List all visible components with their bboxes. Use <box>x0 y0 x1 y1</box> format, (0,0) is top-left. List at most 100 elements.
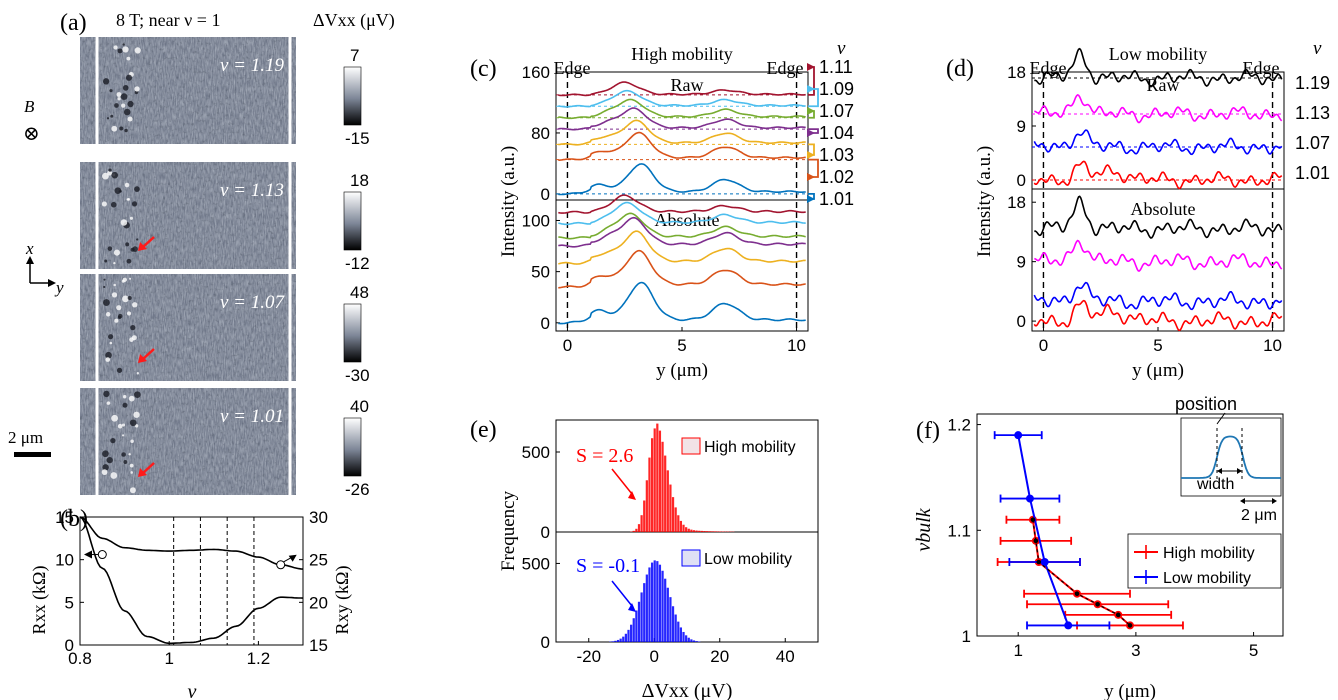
edge-speckle <box>102 299 110 306</box>
map-2: ν = 1.13 18 -12 <box>80 162 370 273</box>
raw-profile-1.07 <box>558 98 806 120</box>
histogram-bar <box>611 641 614 642</box>
map-dark-spots <box>80 37 296 144</box>
edge-speckle <box>111 171 119 179</box>
histogram-bar <box>690 529 693 532</box>
edge-label-right: Edge <box>767 58 804 78</box>
edge-speckle <box>114 187 122 194</box>
histogram-bar <box>679 627 683 642</box>
raw-profile-1.07 <box>1033 129 1283 156</box>
skew-arrow <box>611 580 633 607</box>
absolute-subtitle: Absolute <box>655 210 720 230</box>
colorbar-max: 40 <box>350 397 369 416</box>
edge-speckle <box>120 93 128 100</box>
absolute-profile-1.07 <box>1033 281 1283 311</box>
y-tick-label: 500 <box>522 554 550 573</box>
histogram-bar <box>648 457 651 532</box>
x-tick-label: 0 <box>650 647 659 666</box>
red-arrow-icon <box>142 348 155 360</box>
raw-profile-1.01 <box>558 163 806 196</box>
edge-speckle <box>134 186 140 193</box>
absolute-profile-1.04 <box>558 216 806 248</box>
edge-speckle <box>126 56 131 61</box>
y-tick-label: 1.2 <box>947 416 971 435</box>
raw-profile-1.04 <box>558 107 806 131</box>
edge-speckle <box>132 302 138 308</box>
histogram-bar <box>645 480 648 532</box>
panel-label-f: (f) <box>916 418 940 444</box>
x-tick-label: 20 <box>710 647 729 666</box>
x-axis-label: ΔVxx (μV) <box>642 680 733 700</box>
histogram-bar <box>656 423 659 532</box>
histogram-bar <box>616 639 620 642</box>
inset-scale-label: 2 μm <box>1241 507 1277 524</box>
legend-label-1.03: 1.03 <box>819 145 854 165</box>
legend-arrow-icon <box>807 63 815 71</box>
colorbar <box>343 417 362 477</box>
raw-profile-1.11 <box>558 81 806 97</box>
edge-speckle <box>102 172 109 180</box>
edge-speckle <box>127 296 132 301</box>
edge-speckle <box>117 97 121 101</box>
histogram-bar <box>653 428 656 532</box>
edge-label-left: Edge <box>553 58 590 78</box>
histogram-bar <box>630 624 633 642</box>
inset-width-arrow-icon <box>1217 468 1242 474</box>
edge-speckle <box>128 395 135 402</box>
legend-swatch <box>681 549 701 567</box>
panel-a-title: 8 T; near ν = 1 <box>116 10 220 30</box>
legend-label-1.01: 1.01 <box>819 189 854 209</box>
scalebar-label: 2 μm <box>8 428 43 447</box>
edge-speckle <box>134 86 140 92</box>
histogram-bar <box>685 635 688 642</box>
y-tick-label: 0 <box>541 523 550 542</box>
edge-speckle <box>126 311 132 316</box>
legend-title: ν <box>837 38 846 59</box>
histogram-bar <box>687 637 690 642</box>
map-dark-spots <box>80 274 296 381</box>
y-tick-label: 0 <box>541 314 550 333</box>
raw-profile-1.13 <box>1034 93 1283 124</box>
edge-speckle <box>113 249 121 256</box>
edge-speckle <box>111 292 118 298</box>
raw-profile-1.02 <box>558 131 806 161</box>
legend-label-1.11: 1.11 <box>819 57 853 77</box>
edge-speckle <box>122 295 129 303</box>
histogram-bar <box>695 530 698 532</box>
edge-speckle <box>129 419 137 427</box>
edge-speckle <box>116 367 123 373</box>
histogram-bar <box>627 629 630 642</box>
histogram-bar <box>622 636 625 642</box>
edge-speckle <box>122 46 129 53</box>
filling-factor-label: ν = 1.01 <box>220 406 284 427</box>
panel-label-e: (e) <box>470 417 497 443</box>
edge-speckle <box>108 168 112 172</box>
series-line-1 <box>1017 434 1070 626</box>
x-tick-label: 5 <box>1153 336 1162 355</box>
y-axis-label-right: Rxy (kΩ) <box>332 566 353 635</box>
edge-speckle <box>121 103 126 108</box>
histogram-bar <box>650 438 654 532</box>
panel-label-a: (a) <box>60 10 87 36</box>
edge-speckle <box>106 401 111 405</box>
histogram-bar <box>690 639 693 642</box>
y-axis-label: Intensity (a.u.) <box>974 146 995 257</box>
rxx-curve <box>79 516 304 645</box>
edge-speckle <box>103 390 110 398</box>
x-tick-label: 0 <box>563 336 572 355</box>
histogram-bar <box>640 515 643 532</box>
colorbar-min: -15 <box>345 129 370 148</box>
absolute-profile-1.19 <box>1034 195 1283 239</box>
legend-label-1.04: 1.04 <box>819 123 854 143</box>
y-tick-label: 9 <box>1017 117 1026 136</box>
histogram-bar <box>640 592 643 642</box>
x-tick-label: 0.8 <box>68 649 92 668</box>
edge-speckle <box>116 305 122 311</box>
y-tick-label-right: 20 <box>309 593 328 612</box>
map-4: ν = 1.01 40 -26 <box>80 388 370 499</box>
x-tick-label: 40 <box>776 647 795 666</box>
colorbar-unit-label: ΔVxx (μV) <box>313 10 395 31</box>
legend-label-1.07: 1.07 <box>1295 133 1330 153</box>
edge-speckle <box>102 78 110 85</box>
histogram-bar <box>705 531 709 532</box>
